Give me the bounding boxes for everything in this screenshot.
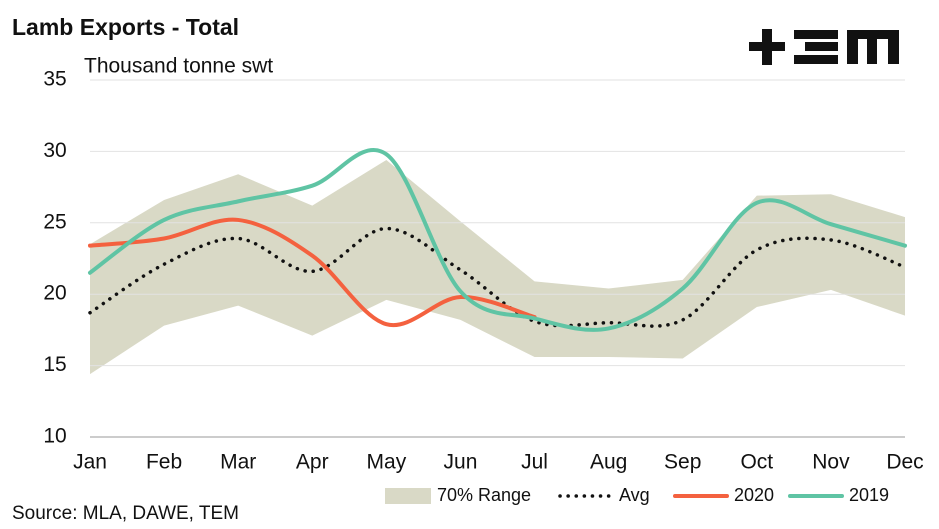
legend-label: 2019	[849, 485, 889, 505]
x-tick-label: Nov	[812, 451, 850, 474]
series-line	[88, 147, 907, 332]
y-tick-label: 10	[43, 425, 66, 448]
legend-label: 70% Range	[437, 485, 531, 505]
y-tick-label: 30	[43, 139, 66, 162]
x-tick-label: Jun	[444, 451, 478, 474]
logo	[749, 29, 899, 65]
legend-swatch	[385, 488, 431, 504]
range-area	[90, 159, 905, 375]
y-axis-label: Thousand tonne swt	[84, 55, 273, 78]
y-tick-label: 25	[43, 210, 66, 233]
series-line	[88, 217, 537, 328]
x-tick-label: Mar	[220, 451, 256, 474]
x-tick-label: May	[367, 451, 407, 474]
source: Source: MLA, DAWE, TEM	[12, 503, 239, 524]
x-tick-label: Jan	[73, 451, 107, 474]
y-tick-label: 35	[43, 68, 66, 91]
x-tick-label: Aug	[590, 451, 627, 474]
x-tick-label: Apr	[296, 451, 329, 474]
x-tick-label: Dec	[886, 451, 923, 474]
x-tick-label: Jul	[521, 451, 548, 474]
legend-label: 2020	[734, 485, 774, 505]
y-tick-label: 20	[43, 282, 66, 305]
x-tick-label: Oct	[740, 451, 773, 474]
legend-label: Avg	[619, 485, 650, 505]
chart-title: Lamb Exports - Total	[12, 14, 239, 40]
series-line	[88, 226, 907, 328]
y-tick-label: 15	[43, 353, 66, 376]
x-tick-label: Sep	[664, 451, 701, 474]
x-tick-label: Feb	[146, 451, 182, 474]
